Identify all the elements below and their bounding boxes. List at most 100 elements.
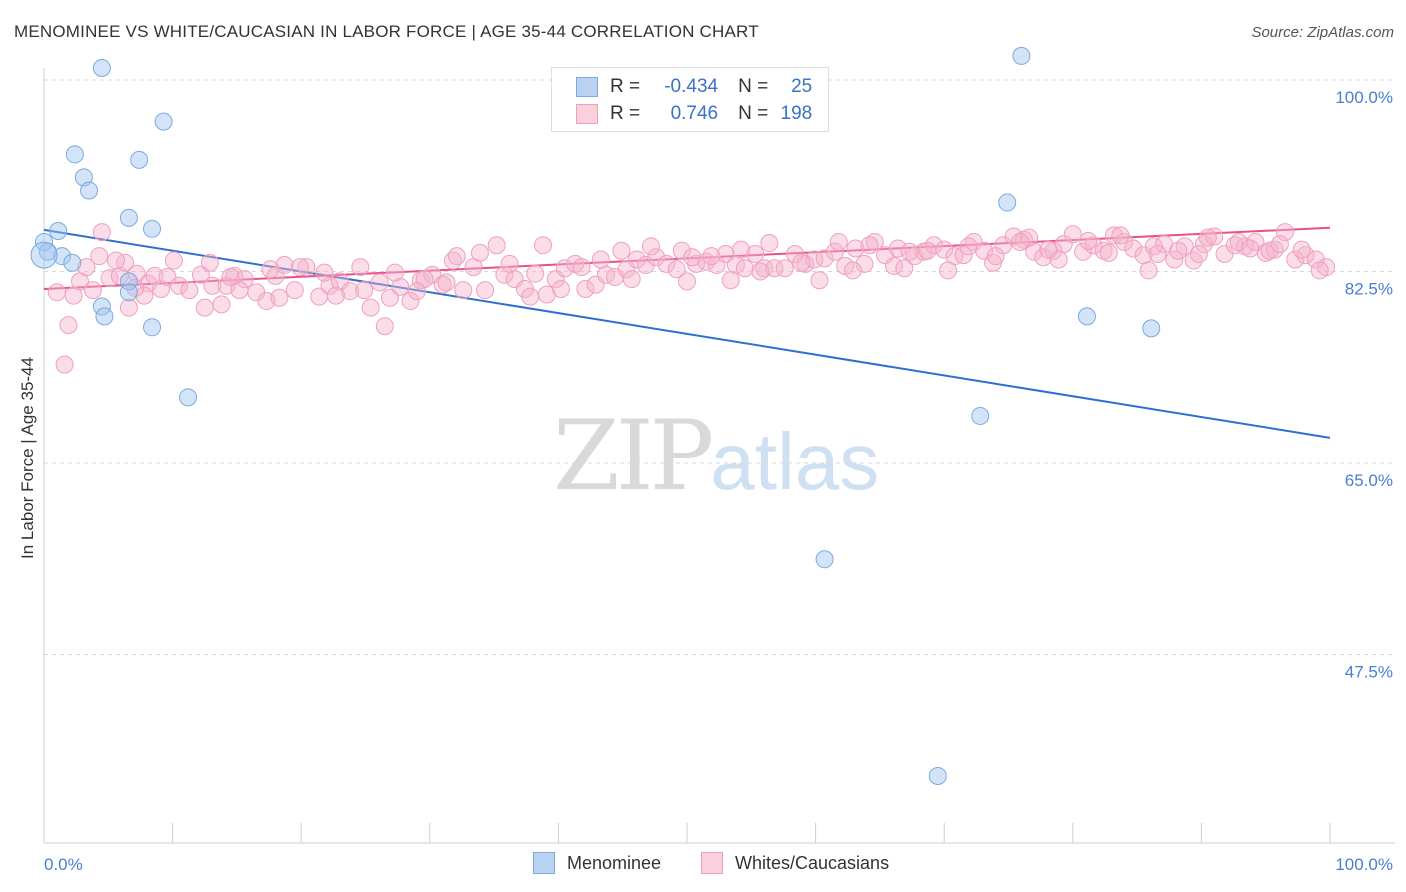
whites-point bbox=[127, 264, 146, 283]
whites-point bbox=[697, 252, 716, 271]
whites-point bbox=[551, 280, 570, 299]
axes bbox=[43, 68, 1395, 844]
whites-point bbox=[959, 237, 978, 256]
menominee-point bbox=[971, 406, 990, 425]
whites-point bbox=[1099, 243, 1118, 262]
whites-point bbox=[1011, 232, 1030, 251]
whites-point bbox=[760, 234, 779, 253]
menominee-point bbox=[143, 219, 162, 238]
menominee-point bbox=[1077, 307, 1096, 326]
y-tick-label: 82.5% bbox=[1345, 280, 1393, 299]
legend-item-whites[interactable]: Whites/Caucasians bbox=[701, 852, 889, 874]
whites-point bbox=[900, 242, 919, 261]
whites-point bbox=[119, 298, 138, 317]
menominee-trend-line bbox=[43, 228, 1331, 439]
whites-point bbox=[1260, 241, 1279, 260]
menominee-point bbox=[1142, 319, 1161, 338]
menominee-point bbox=[119, 283, 138, 302]
whites-point bbox=[683, 248, 702, 267]
legend-n-key: N = bbox=[738, 76, 769, 97]
whites-point bbox=[855, 254, 874, 273]
whites-point bbox=[986, 247, 1005, 266]
whites-point bbox=[751, 262, 770, 281]
whites-legend-swatch bbox=[701, 852, 723, 874]
whites-point bbox=[487, 236, 506, 255]
y-tick-label: 100.0% bbox=[1335, 88, 1393, 107]
menominee-legend-label: Menominee bbox=[567, 852, 662, 873]
whites-point bbox=[702, 247, 721, 266]
data-points bbox=[30, 46, 1336, 785]
whites-point bbox=[888, 239, 907, 258]
whites-point bbox=[792, 253, 811, 272]
whites-point bbox=[810, 271, 829, 290]
whites-point bbox=[1079, 231, 1098, 250]
whites-point bbox=[230, 281, 249, 300]
whites-point bbox=[627, 250, 646, 269]
whites-point bbox=[476, 281, 495, 300]
legend-n-key: N = bbox=[738, 103, 769, 124]
whites-point bbox=[1229, 232, 1248, 251]
legend-row-menominee: R = -0.434 N = 25 bbox=[576, 75, 812, 99]
x-tick-label: 100.0% bbox=[1335, 855, 1393, 874]
whites-point bbox=[735, 259, 754, 278]
whites-point bbox=[386, 263, 405, 282]
whites-point bbox=[59, 316, 78, 335]
menominee-point bbox=[1012, 46, 1031, 65]
menominee-point bbox=[80, 181, 99, 200]
menominee-point bbox=[130, 150, 149, 169]
whites-point bbox=[212, 295, 231, 314]
whites-point bbox=[636, 255, 655, 274]
menominee-point bbox=[49, 222, 68, 241]
whites-point bbox=[285, 281, 304, 300]
whites-point bbox=[361, 298, 380, 317]
whites-point bbox=[1306, 250, 1325, 269]
whites-point bbox=[1286, 250, 1305, 269]
whites-point bbox=[1104, 226, 1123, 245]
whites-point bbox=[203, 276, 222, 295]
whites-point bbox=[591, 250, 610, 269]
whites-point bbox=[116, 253, 135, 272]
grid-lines bbox=[44, 79, 1395, 655]
whites-point bbox=[407, 282, 426, 301]
whites-point bbox=[1025, 242, 1044, 261]
whites-point bbox=[164, 251, 183, 270]
legend-whites-r: 0.746 bbox=[670, 103, 719, 124]
whites-point bbox=[1310, 261, 1329, 280]
menominee-point bbox=[998, 193, 1017, 212]
whites-point bbox=[672, 241, 691, 260]
menominee-legend-swatch bbox=[533, 852, 555, 874]
whites-point bbox=[678, 272, 696, 291]
whites-point bbox=[846, 239, 865, 258]
whites-point bbox=[641, 237, 660, 256]
whites-point bbox=[576, 280, 595, 299]
watermark-atlas: atlas bbox=[710, 417, 880, 506]
whites-point bbox=[1241, 239, 1260, 258]
legend-item-menominee[interactable]: Menominee bbox=[533, 852, 661, 874]
whites-point bbox=[391, 277, 410, 296]
whites-point bbox=[77, 258, 96, 277]
whites-point bbox=[437, 273, 456, 292]
menominee-point bbox=[119, 208, 138, 227]
trend-lines bbox=[43, 226, 1331, 439]
whites-point bbox=[180, 281, 199, 300]
whites-point bbox=[721, 271, 740, 290]
whites-point bbox=[1265, 240, 1284, 259]
whites-point bbox=[657, 254, 676, 273]
whites-point bbox=[815, 249, 834, 268]
whites-point bbox=[145, 266, 164, 285]
whites-point bbox=[315, 263, 334, 282]
whites-trend-line bbox=[43, 226, 1331, 291]
whites-point bbox=[261, 260, 280, 279]
whites-point bbox=[1275, 223, 1294, 242]
whites-point bbox=[401, 292, 420, 311]
whites-point bbox=[447, 247, 466, 266]
whites-point bbox=[865, 232, 884, 251]
whites-point bbox=[895, 259, 914, 278]
whites-point bbox=[341, 282, 360, 301]
whites-point bbox=[1198, 228, 1217, 247]
whites-point bbox=[454, 281, 473, 300]
whites-point bbox=[351, 258, 370, 277]
whites-point bbox=[732, 240, 751, 259]
whites-point bbox=[47, 283, 66, 302]
whites-point bbox=[1044, 241, 1063, 260]
